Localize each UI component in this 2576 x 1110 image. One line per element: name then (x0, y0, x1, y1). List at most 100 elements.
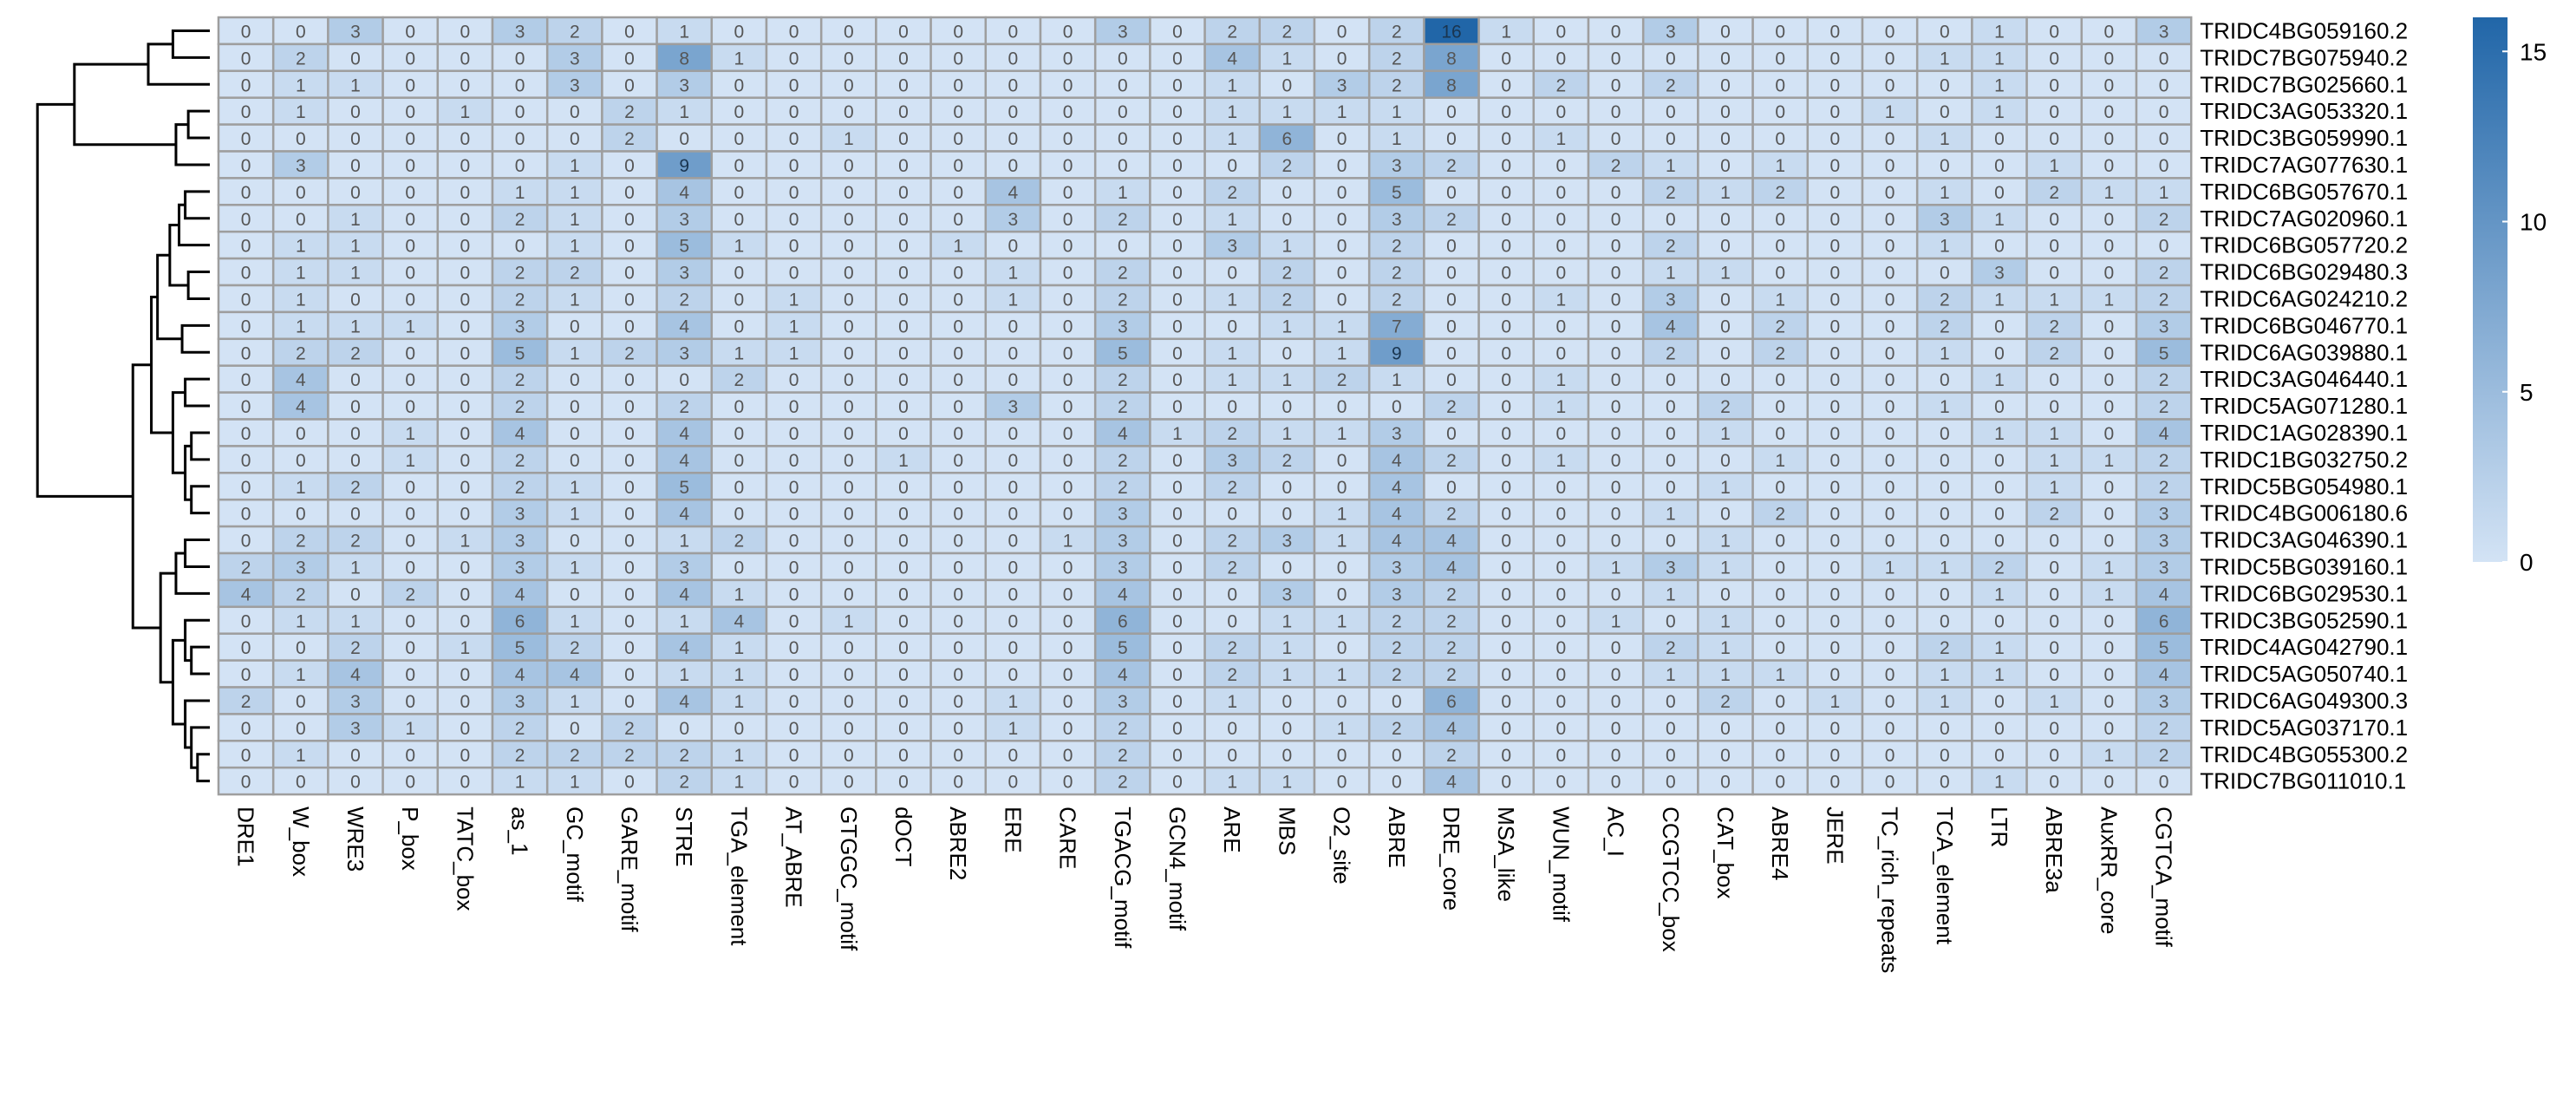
column-label: TC_rich_repeats (1877, 806, 1903, 973)
cell-value-label: 1 (570, 505, 580, 525)
cell-value-label: 0 (1063, 343, 1073, 363)
cell-value-label: 1 (1720, 611, 1731, 631)
cell-value-label: 1 (734, 343, 745, 363)
cell-value-label: 0 (1063, 290, 1073, 310)
cell-value-label: 0 (515, 237, 525, 257)
cell-value-label: 4 (1392, 478, 1402, 498)
cell-value-label: 0 (1063, 478, 1073, 498)
cell-value-label: 1 (350, 264, 361, 284)
cell-value-label: 0 (789, 692, 799, 712)
cell-value-label: 4 (1392, 532, 1402, 552)
cell-value-label: 0 (405, 746, 415, 766)
column-label: AC_I (1603, 806, 1629, 857)
cell-value-label: 0 (2104, 505, 2115, 525)
cell-value-label: 0 (1720, 49, 1731, 69)
cell-value-label: 2 (1227, 558, 1237, 578)
cell-value-label: 0 (1885, 210, 1895, 230)
cell-value-label: 0 (1940, 451, 1950, 471)
cell-value-label: 3 (1118, 22, 1128, 42)
cell-value-label: 0 (405, 49, 415, 69)
heatmap-cell (2135, 123, 2193, 153)
cell-value-label: 0 (241, 75, 251, 95)
cell-value-label: 2 (1666, 638, 1676, 658)
cell-value-label: 0 (1611, 719, 1621, 739)
cell-value-label: 3 (570, 49, 580, 69)
cell-value-label: 2 (1337, 370, 1347, 390)
cell-value-label: 1 (350, 75, 361, 95)
cell-value-label: 0 (1720, 505, 1731, 525)
heatmap-cell (1806, 525, 1864, 555)
cell-value-label: 0 (1611, 746, 1621, 766)
cell-value-label: 4 (515, 584, 525, 604)
row-label: TRIDC7AG077630.1 (2200, 152, 2408, 178)
cell-value-label: 0 (515, 156, 525, 176)
cell-value-label: 0 (1063, 317, 1073, 336)
cell-value-label: 0 (953, 129, 963, 149)
cell-value-label: 1 (2049, 451, 2059, 471)
heatmap-cell (875, 498, 932, 528)
heatmap-cell (545, 96, 603, 126)
cell-value-label: 0 (1885, 692, 1895, 712)
cell-value-label: 0 (789, 183, 799, 203)
cell-value-label: 0 (570, 719, 580, 739)
cell-value-label: 0 (1611, 638, 1621, 658)
cell-value-label: 0 (844, 183, 854, 203)
cell-value-label: 0 (1885, 611, 1895, 631)
heatmap-cell (436, 552, 494, 582)
heatmap-cell (765, 150, 823, 180)
cell-value-label: 0 (1775, 264, 1785, 284)
heatmap-cell (1971, 284, 2028, 314)
heatmap-cell (217, 177, 275, 206)
cell-value-label: 4 (1118, 665, 1128, 685)
cell-value-label: 1 (570, 290, 580, 310)
heatmap-cell (545, 472, 603, 501)
heatmap-cell (217, 310, 275, 341)
cell-value-label: 0 (1666, 532, 1676, 552)
cell-value-label: 4 (1446, 719, 1457, 739)
cell-value-label: 1 (1227, 343, 1237, 363)
cell-value-label: 0 (1830, 665, 1841, 685)
cell-value-label: 0 (350, 424, 361, 444)
cell-value-label: 0 (350, 156, 361, 176)
cell-value-label: 0 (1830, 129, 1841, 149)
heatmap-cell (1258, 391, 1316, 421)
heatmap-cell (1532, 552, 1590, 582)
heatmap-cell (1093, 605, 1151, 635)
cell-value-label: 0 (1172, 451, 1183, 471)
cell-value-label: 0 (460, 75, 471, 95)
cell-value-label: 0 (953, 505, 963, 525)
column-label: WUN_motif (1548, 806, 1574, 923)
heatmap-cell (1806, 42, 1864, 73)
heatmap-cell (1915, 42, 1973, 73)
cell-value-label: 0 (1063, 719, 1073, 739)
cell-value-label: 0 (2159, 129, 2169, 149)
cell-value-label: 0 (515, 75, 525, 95)
heatmap-cell (1861, 177, 1919, 206)
heatmap-cell (929, 204, 988, 233)
cell-value-label: 0 (1227, 611, 1237, 631)
cell-value-label: 0 (1501, 424, 1511, 444)
cell-value-label: 0 (624, 584, 635, 604)
heatmap-cell (2025, 391, 2084, 421)
cell-value-label: 4 (679, 692, 689, 712)
dendrogram-branch (190, 485, 210, 515)
cell-value-label: 0 (734, 558, 745, 578)
dendrogram-branch (36, 102, 134, 498)
cell-value-label: 0 (789, 558, 799, 578)
cell-value-label: 3 (2159, 22, 2169, 42)
heatmap-cell (1258, 257, 1316, 287)
column-label: ABRE4 (1767, 806, 1793, 880)
cell-value-label: 0 (679, 129, 689, 149)
cell-value-label: 1 (296, 75, 306, 95)
cell-value-label: 0 (2159, 237, 2169, 257)
cell-value-label: 1 (1501, 22, 1511, 42)
cell-value-label: 0 (789, 611, 799, 631)
heatmap-cell (601, 391, 658, 421)
dendrogram-branch (171, 638, 186, 726)
cell-value-label: 0 (1830, 478, 1841, 498)
cell-value-label: 2 (1446, 665, 1457, 685)
cell-value-label: 0 (1885, 290, 1895, 310)
cell-value-label: 1 (1775, 665, 1785, 685)
cell-value-label: 0 (2104, 638, 2115, 658)
cell-value-label: 0 (1720, 719, 1731, 739)
